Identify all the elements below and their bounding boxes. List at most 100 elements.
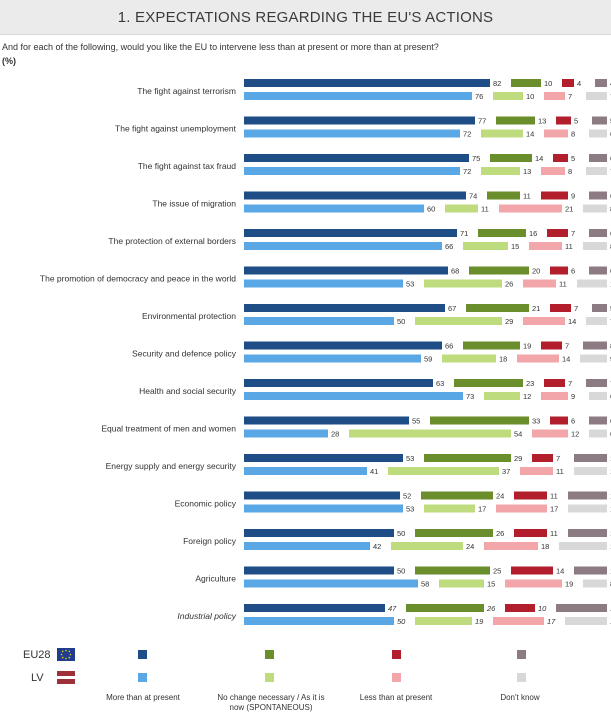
bar-eu28-more <box>244 154 469 162</box>
bar-eu28-nochange <box>469 266 529 275</box>
bar-eu28-less <box>547 229 568 237</box>
category-label: The issue of migration <box>152 199 236 209</box>
bar-eu28-more <box>244 79 490 87</box>
bar-lv-dontknow <box>583 242 607 250</box>
data-label: 55 <box>412 417 420 426</box>
data-label: 7 <box>568 379 572 388</box>
data-label: 72 <box>463 167 471 176</box>
legend-lv-label: LV <box>31 672 44 684</box>
data-label: 73 <box>466 392 474 401</box>
legend-cat-dk: Don't know <box>500 693 540 702</box>
data-label: 11 <box>556 467 564 476</box>
latvia-flag-icon <box>57 671 75 684</box>
data-label: 8 <box>571 130 575 139</box>
bar-lv-nochange <box>484 392 520 400</box>
bar-eu28-dontknow <box>574 566 607 575</box>
bar-eu28-less <box>562 79 574 87</box>
legend-lv-nochange-swatch <box>265 673 274 682</box>
data-label: 82 <box>493 79 501 88</box>
bar-lv-dontknow <box>559 542 607 550</box>
bar-eu28-more <box>244 379 433 387</box>
data-label: 14 <box>526 130 534 139</box>
category-label: Economic policy <box>175 499 237 509</box>
bar-lv-nochange <box>481 129 523 138</box>
data-label: 50 <box>397 317 405 326</box>
data-label: 33 <box>532 417 540 426</box>
bar-lv-less <box>499 204 562 213</box>
data-label: 37 <box>502 467 510 476</box>
bar-lv-less <box>541 392 568 400</box>
data-label: 7 <box>565 342 569 351</box>
data-label: 11 <box>550 529 558 538</box>
bar-lv-nochange <box>481 167 520 175</box>
data-label: 17 <box>478 505 486 514</box>
data-label: 18 <box>541 542 549 551</box>
data-label: 17 <box>550 505 558 514</box>
bar-lv-nochange <box>439 579 484 588</box>
data-label: 23 <box>526 379 534 388</box>
data-label: 17 <box>547 617 556 626</box>
data-label: 7 <box>568 92 572 101</box>
data-label: 6 <box>571 417 575 426</box>
bar-lv-dontknow <box>568 504 607 513</box>
bar-lv-less <box>532 429 568 438</box>
bar-eu28-dontknow <box>556 604 607 612</box>
bar-eu28-nochange <box>424 454 511 462</box>
legend: EU28 LV More than at present No change n… <box>0 640 611 721</box>
data-label: 20 <box>532 267 540 276</box>
data-label: 12 <box>571 430 579 439</box>
bar-eu28-less <box>532 454 553 462</box>
bar-eu28-nochange <box>430 416 529 425</box>
data-label: 66 <box>445 342 453 351</box>
category-label: Agriculture <box>195 574 236 584</box>
bar-lv-more <box>244 354 421 363</box>
bar-eu28-nochange <box>415 566 490 575</box>
bar-eu28-more <box>244 416 409 425</box>
legend-lv-less-swatch <box>392 673 401 682</box>
data-label: 29 <box>514 454 522 463</box>
bar-lv-less <box>529 242 562 250</box>
unit-label: (%) <box>2 56 16 66</box>
bar-eu28-nochange <box>496 116 535 125</box>
data-label: 59 <box>424 355 432 364</box>
bar-lv-dontknow <box>586 167 607 175</box>
bar-eu28-nochange <box>415 529 493 537</box>
bar-eu28-dontknow <box>595 79 607 87</box>
bar-lv-dontknow <box>574 467 607 475</box>
legend-eu-nochange-swatch <box>265 650 274 659</box>
category-label: Equal treatment of men and women <box>101 424 236 434</box>
data-label: 26 <box>505 280 513 289</box>
page-title: 1. EXPECTATIONS REGARDING THE EU'S ACTIO… <box>117 8 494 26</box>
data-label: 11 <box>559 280 567 289</box>
bar-lv-dontknow <box>586 317 607 325</box>
data-label: 50 <box>397 617 406 626</box>
data-label: 74 <box>469 192 477 201</box>
bar-lv-dontknow <box>583 204 607 213</box>
data-label: 25 <box>493 567 501 576</box>
bar-lv-less <box>493 617 544 625</box>
bar-eu28-nochange <box>406 604 484 612</box>
bar-eu28-nochange <box>487 191 520 200</box>
bar-eu28-dontknow <box>589 229 607 237</box>
bar-eu28-more <box>244 491 400 500</box>
data-label: 21 <box>532 304 540 313</box>
data-label: 14 <box>556 567 564 576</box>
bar-lv-more <box>244 317 394 325</box>
bar-lv-less <box>541 167 565 175</box>
bar-eu28-dontknow <box>589 191 607 200</box>
bar-lv-nochange <box>415 617 472 625</box>
bar-lv-more <box>244 579 418 588</box>
bar-eu28-less <box>556 116 571 125</box>
category-label: Health and social security <box>139 386 237 396</box>
bar-eu28-less <box>550 416 568 425</box>
bar-eu28-nochange <box>490 154 532 162</box>
data-label: 11 <box>523 192 531 201</box>
bar-lv-less <box>505 579 562 588</box>
data-label: 29 <box>505 317 513 326</box>
data-label: 60 <box>427 205 435 214</box>
bar-lv-nochange <box>415 317 502 325</box>
bar-lv-more <box>244 504 403 513</box>
data-label: 75 <box>472 154 480 163</box>
data-label: 18 <box>499 355 507 364</box>
data-label: 9 <box>571 392 575 401</box>
